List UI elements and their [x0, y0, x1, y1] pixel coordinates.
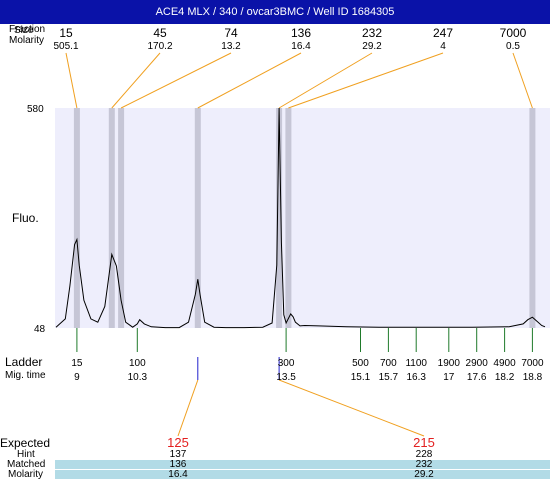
- matched-label: Matched: [7, 459, 46, 470]
- fluorescence-trace: [55, 107, 546, 329]
- peak-band: [118, 108, 125, 328]
- peak-size-label: 247: [432, 26, 454, 40]
- ladder-size-label: 500: [352, 358, 369, 369]
- ladder-time-label: 18.2: [494, 372, 515, 383]
- ladder-time-label: 9: [74, 372, 80, 383]
- hint-label: Hint: [17, 449, 35, 460]
- ladder-size-label: 300: [277, 358, 295, 369]
- peak-molarity-label: 0.5: [506, 41, 520, 52]
- ladder-label: Ladder: [5, 355, 43, 369]
- table-hint-value: 137: [169, 449, 187, 460]
- ladder-size-label: 4900: [493, 358, 516, 369]
- peak-size-label: 45: [153, 26, 167, 40]
- peak-molarity-label: 16.4: [291, 41, 311, 52]
- expected-connector: [278, 379, 425, 437]
- peak-size-label: 136: [290, 26, 312, 40]
- peak-band: [285, 108, 292, 328]
- ladder-size-label: 15: [71, 358, 83, 369]
- ladder-time-label: 18.8: [522, 372, 543, 383]
- peak-band: [108, 108, 115, 328]
- peak-molarity-label: 13.2: [221, 41, 241, 52]
- y-min-label: 48: [34, 324, 46, 335]
- ladder-time-label: 13.5: [276, 372, 296, 383]
- ladder-size-label: 700: [380, 358, 397, 369]
- y-max-label: 580: [27, 104, 44, 115]
- table-matched-value: 136: [169, 459, 187, 470]
- peak-connector: [120, 52, 232, 109]
- table-matched-value: 232: [415, 459, 433, 470]
- peak-connector: [197, 52, 302, 109]
- ladder-time-label: 16.3: [406, 372, 426, 383]
- peak-connector: [278, 52, 373, 109]
- ladder-size-label: 1100: [405, 358, 427, 369]
- ladder-size-label: 100: [129, 358, 146, 369]
- matched-band: [55, 460, 550, 469]
- peak-connector: [65, 52, 78, 109]
- table-molarity-label: Molarity: [8, 469, 44, 480]
- expected-connector: [177, 379, 199, 437]
- size-label: Size: [14, 25, 34, 36]
- peak-connector: [512, 52, 533, 109]
- table-molarity-value: 29.2: [414, 469, 434, 480]
- peak-connector: [288, 52, 444, 109]
- ladder-size-label: 7000: [521, 358, 544, 369]
- y-axis-label: Fluo.: [12, 211, 39, 225]
- peak-connector: [111, 52, 161, 109]
- plot-area: [55, 108, 550, 328]
- peak-molarity-label: 29.2: [362, 41, 382, 52]
- peak-band: [529, 108, 536, 328]
- molarity-row-label: Molarity: [9, 35, 45, 46]
- peak-molarity-label: 170.2: [147, 41, 173, 52]
- table-hint-value: 228: [415, 449, 433, 460]
- peak-size-label: 7000: [499, 26, 527, 40]
- peak-size-label: 15: [59, 26, 73, 40]
- peak-band: [73, 108, 80, 328]
- peak-band: [276, 108, 283, 328]
- ladder-time-label: 15.1: [350, 372, 371, 383]
- expected-label: Expected: [0, 436, 51, 450]
- peak-molarity-label: 505.1: [53, 41, 79, 52]
- table-expected-value: 125: [167, 435, 189, 450]
- window-title: ACE4 MLX / 340 / ovcar3BMC / Well ID 168…: [155, 6, 395, 18]
- ladder-time-label: 17: [443, 372, 455, 383]
- table-molarity-value: 16.4: [168, 469, 188, 480]
- ladder-size-label: 1900: [437, 358, 460, 369]
- ladder-time-label: 15.7: [378, 372, 399, 383]
- mig-time-label: Mig. time: [5, 370, 46, 381]
- title-bar: [0, 0, 550, 24]
- table-expected-value: 215: [413, 435, 435, 450]
- ladder-time-label: 10.3: [127, 372, 148, 383]
- molarity-band: [55, 470, 550, 479]
- peak-size-label: 232: [361, 26, 383, 40]
- peak-size-label: 74: [224, 26, 238, 40]
- peak-molarity-label: 4: [440, 41, 446, 52]
- ladder-time-label: 17.6: [466, 372, 487, 383]
- peak-band: [194, 108, 201, 328]
- ladder-size-label: 2900: [465, 358, 488, 369]
- fraction-label: Fraction: [9, 24, 46, 35]
